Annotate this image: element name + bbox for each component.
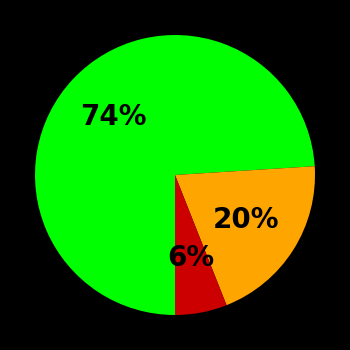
Wedge shape — [175, 166, 315, 305]
Text: 74%: 74% — [80, 104, 147, 132]
Text: 20%: 20% — [213, 206, 279, 234]
Wedge shape — [175, 175, 226, 315]
Text: 6%: 6% — [167, 244, 214, 272]
Wedge shape — [35, 35, 315, 315]
